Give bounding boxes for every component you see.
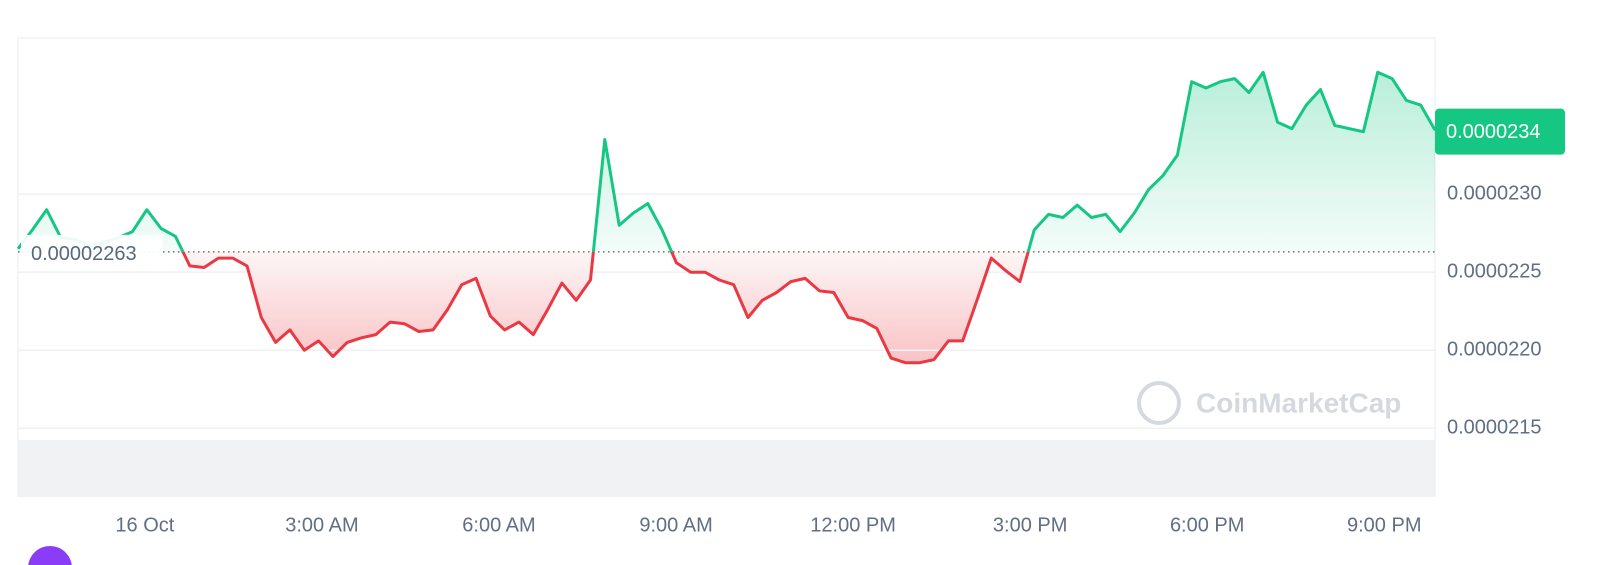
y-tick-label: 0.0000230 xyxy=(1447,182,1542,204)
x-tick-label: 6:00 PM xyxy=(1170,514,1244,536)
x-tick-label: 6:00 AM xyxy=(462,514,535,536)
x-tick-label: 3:00 AM xyxy=(285,514,358,536)
x-tick-label: 16 Oct xyxy=(115,514,174,536)
x-tick-label: 3:00 PM xyxy=(993,514,1067,536)
price-line xyxy=(16,70,1437,365)
watermark: CoinMarketCap xyxy=(1137,381,1401,425)
y-tick-label: 0.0000225 xyxy=(1447,260,1542,282)
volume-band xyxy=(18,440,1435,497)
baseline-label-bg xyxy=(21,234,163,269)
x-tick-label: 9:00 AM xyxy=(639,514,712,536)
baseline-label: 0.00002263 xyxy=(31,243,137,265)
y-tick-label: 0.0000215 xyxy=(1447,417,1542,439)
watermark-logo xyxy=(1137,381,1181,425)
last-price-label: 0.0000234 xyxy=(1446,121,1541,143)
watermark-text: CoinMarketCap xyxy=(1196,387,1401,418)
area xyxy=(18,72,1435,363)
y-tick-label: 0.0000220 xyxy=(1447,339,1542,361)
last-price-tag xyxy=(1435,108,1565,155)
x-tick-label: 12:00 PM xyxy=(810,514,896,536)
avatar xyxy=(28,546,72,565)
x-tick-label: 9:00 PM xyxy=(1347,514,1421,536)
